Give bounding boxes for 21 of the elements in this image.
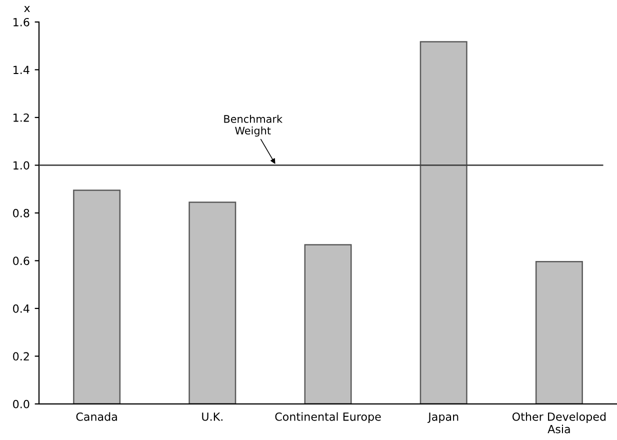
y-tick-label: 0.2 [13, 352, 29, 361]
y-tick-label: 1.0 [14, 161, 30, 170]
bar [188, 202, 236, 404]
x-tick-label: Continental Europe [275, 412, 381, 424]
x-tick-label: Canada [76, 412, 117, 421]
bar [535, 261, 583, 404]
y-tick-label: 1.4 [14, 66, 30, 74]
y-tick-label: 0.4 [13, 304, 30, 313]
y-tick-label: 1.6 [14, 18, 30, 26]
y-tick-label: 0.8 [13, 208, 30, 218]
ref-line-label: Benchmark Weight [224, 114, 282, 137]
y-tick-label: 0.6 [13, 256, 30, 266]
bar [420, 41, 468, 404]
y-tick-label: 0.0 [13, 400, 30, 408]
y-axis-title: x [24, 6, 30, 12]
x-tick-label: Japan [428, 412, 458, 424]
y-tick-label: 1.2 [14, 113, 29, 122]
bar [73, 190, 121, 404]
x-tick-label: U.K. [202, 412, 222, 421]
bar [304, 244, 352, 404]
x-tick-label: Other Developed Asia [512, 412, 606, 434]
